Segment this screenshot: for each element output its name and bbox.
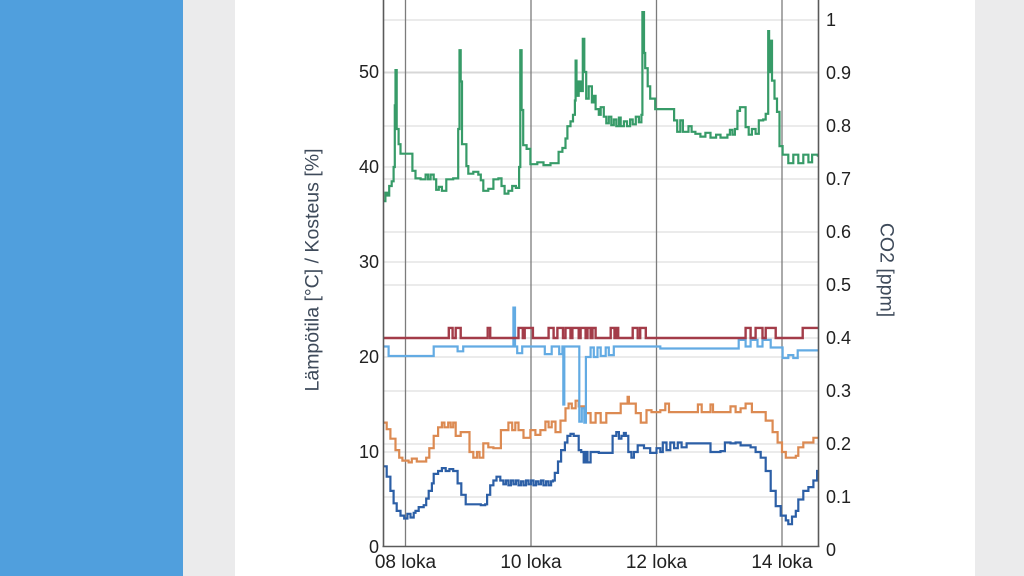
x-axis-tick-label: 08 loka (374, 552, 437, 573)
x-axis-tick-label: 10 loka (500, 552, 562, 573)
y-left-tick-label: 20 (358, 347, 379, 367)
y-right-tick-label: 0.9 (826, 63, 852, 83)
y-right-tick-label: 0.4 (826, 328, 852, 348)
y-right-tick-label: 0.3 (826, 381, 852, 401)
right-axis-title: CO2 [ppm] (875, 222, 898, 318)
series_green-line (383, 11, 819, 203)
right-gray-strip (975, 0, 1024, 576)
y-right-tick-label: 1 (826, 10, 837, 30)
y-left-tick-label: 0 (368, 537, 379, 557)
y-right-tick-label: 0.6 (826, 222, 852, 242)
y-right-tick-label: 0.5 (826, 275, 852, 295)
x-axis-tick-label: 14 loka (751, 552, 813, 573)
left-axis-title: Lämpötila [°C] / Kosteus [%] (301, 148, 324, 392)
left-gray-strip (183, 0, 235, 576)
y-right-tick-label: 0.1 (826, 487, 852, 507)
y-left-tick-label: 30 (358, 252, 379, 272)
series_dark_blue-line (383, 431, 819, 526)
y-right-tick-label: 0.8 (826, 116, 852, 136)
series_light_blue-line (383, 306, 819, 424)
series_orange-line (383, 395, 819, 464)
x-axis-tick-label: 12 loka (625, 552, 688, 573)
left-sidebar-panel (0, 0, 183, 576)
y-right-tick-label: 0.7 (826, 169, 852, 189)
y-right-tick-label: 0.2 (826, 434, 852, 454)
y-left-tick-label: 10 (358, 442, 379, 462)
series_dark_red-line (383, 326, 819, 340)
y-left-tick-label: 50 (358, 62, 379, 82)
y-right-tick-label: 0 (826, 540, 837, 560)
y-left-tick-label: 40 (358, 157, 379, 177)
